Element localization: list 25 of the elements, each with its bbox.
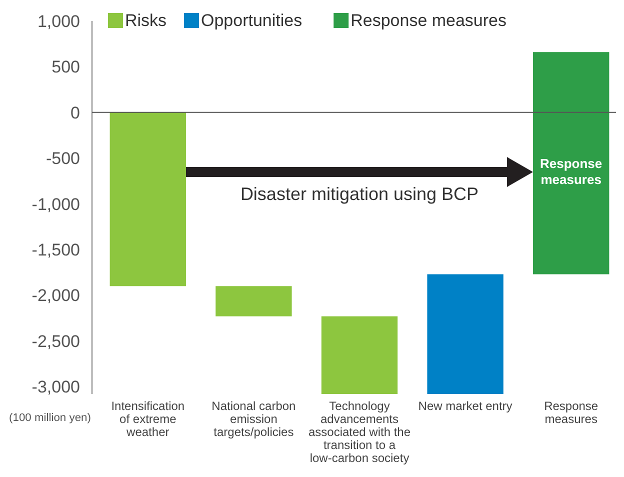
y-tick-label: -1,500: [32, 240, 80, 260]
legend-label: Opportunities: [201, 10, 302, 30]
annotation: Response measures: [540, 156, 602, 187]
bar: [110, 112, 186, 286]
y-tick-label: 500: [52, 58, 80, 77]
y-tick-label: -3,000: [32, 378, 80, 397]
y-tick-label: -2,000: [32, 286, 80, 306]
legend-label: Risks: [125, 10, 167, 30]
x-tick-label: Response measures: [544, 399, 598, 426]
y-tick-label: -500: [46, 149, 80, 168]
y-tick-label: 0: [70, 103, 80, 122]
bar: [533, 52, 610, 274]
x-tick-label: Intensification of extreme weather: [111, 399, 185, 439]
legend-label: Response measures: [350, 10, 507, 30]
x-tick-label: National carbon emission targets/policies: [212, 399, 296, 439]
bar: [321, 316, 398, 394]
x-tick-label: Technology advancements associated with the transition to a low-carbon society: [308, 399, 411, 465]
annotation: Disaster mitigation using BCP: [240, 184, 479, 204]
y-tick-label: -2,500: [32, 332, 80, 351]
y-tick-label: -1,000: [32, 194, 80, 214]
x-tick-label: New market entry: [418, 399, 512, 413]
y-axis-title: (100 million yen): [9, 412, 91, 424]
bar: [216, 286, 292, 316]
bar: [427, 274, 504, 394]
y-tick-label: 1,000: [37, 12, 80, 31]
